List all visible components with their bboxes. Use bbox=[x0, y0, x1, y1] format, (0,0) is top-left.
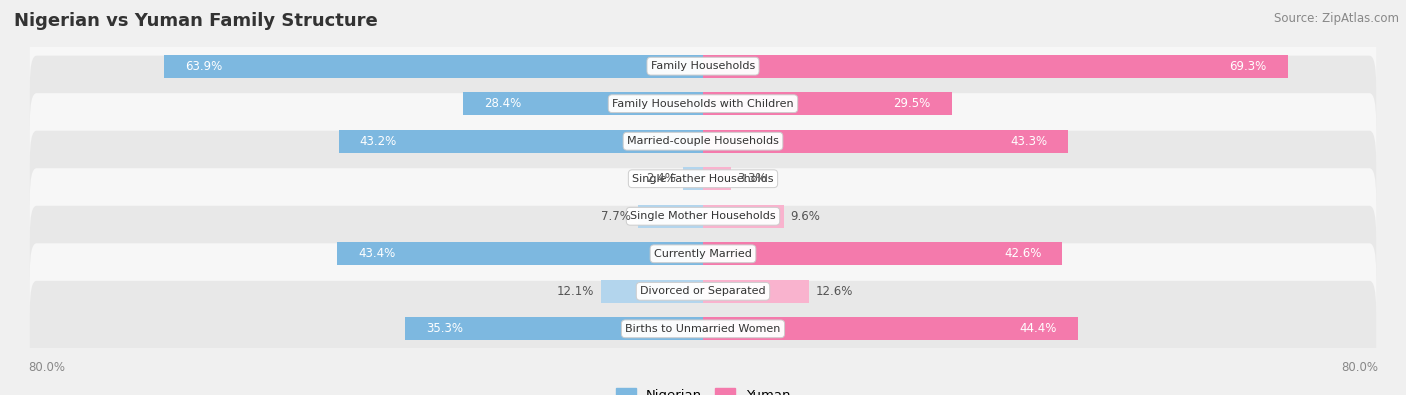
Text: 44.4%: 44.4% bbox=[1019, 322, 1056, 335]
FancyBboxPatch shape bbox=[30, 206, 1376, 302]
FancyBboxPatch shape bbox=[30, 281, 1376, 377]
Bar bbox=[339, 130, 703, 153]
Text: 80.0%: 80.0% bbox=[1341, 361, 1378, 374]
Text: 12.6%: 12.6% bbox=[815, 285, 853, 298]
Text: 9.6%: 9.6% bbox=[790, 210, 821, 223]
Bar bbox=[703, 167, 731, 190]
Text: Single Father Households: Single Father Households bbox=[633, 174, 773, 184]
Bar bbox=[405, 317, 703, 340]
Text: Divorced or Separated: Divorced or Separated bbox=[640, 286, 766, 296]
Text: Births to Unmarried Women: Births to Unmarried Women bbox=[626, 324, 780, 334]
Text: 43.2%: 43.2% bbox=[360, 135, 396, 148]
FancyBboxPatch shape bbox=[30, 93, 1376, 189]
FancyBboxPatch shape bbox=[30, 168, 1376, 264]
Text: Currently Married: Currently Married bbox=[654, 249, 752, 259]
FancyBboxPatch shape bbox=[30, 18, 1376, 114]
Text: 35.3%: 35.3% bbox=[426, 322, 464, 335]
Bar bbox=[600, 280, 703, 303]
Text: 80.0%: 80.0% bbox=[28, 361, 65, 374]
Text: 42.6%: 42.6% bbox=[1004, 247, 1042, 260]
Text: Family Households: Family Households bbox=[651, 61, 755, 71]
Legend: Nigerian, Yuman: Nigerian, Yuman bbox=[610, 383, 796, 395]
Text: 3.3%: 3.3% bbox=[738, 172, 768, 185]
Bar bbox=[703, 205, 785, 228]
Bar bbox=[683, 167, 703, 190]
Text: Family Households with Children: Family Households with Children bbox=[612, 99, 794, 109]
Bar bbox=[165, 55, 703, 78]
Bar bbox=[337, 242, 703, 265]
Text: 69.3%: 69.3% bbox=[1229, 60, 1267, 73]
Text: 43.4%: 43.4% bbox=[359, 247, 395, 260]
FancyBboxPatch shape bbox=[30, 131, 1376, 227]
Bar bbox=[638, 205, 703, 228]
Text: 28.4%: 28.4% bbox=[485, 97, 522, 110]
Bar bbox=[703, 280, 810, 303]
Text: 29.5%: 29.5% bbox=[894, 97, 931, 110]
Text: 63.9%: 63.9% bbox=[186, 60, 222, 73]
Bar bbox=[703, 317, 1077, 340]
Bar bbox=[703, 92, 952, 115]
Text: Married-couple Households: Married-couple Households bbox=[627, 136, 779, 146]
Bar bbox=[703, 55, 1288, 78]
FancyBboxPatch shape bbox=[30, 56, 1376, 152]
Text: Single Mother Households: Single Mother Households bbox=[630, 211, 776, 221]
Bar bbox=[464, 92, 703, 115]
FancyBboxPatch shape bbox=[30, 243, 1376, 339]
Text: 43.3%: 43.3% bbox=[1010, 135, 1047, 148]
Text: Nigerian vs Yuman Family Structure: Nigerian vs Yuman Family Structure bbox=[14, 12, 378, 30]
Text: Source: ZipAtlas.com: Source: ZipAtlas.com bbox=[1274, 12, 1399, 25]
Bar bbox=[703, 130, 1069, 153]
Text: 2.4%: 2.4% bbox=[647, 172, 676, 185]
Text: 7.7%: 7.7% bbox=[602, 210, 631, 223]
Text: 12.1%: 12.1% bbox=[557, 285, 595, 298]
Bar bbox=[703, 242, 1063, 265]
